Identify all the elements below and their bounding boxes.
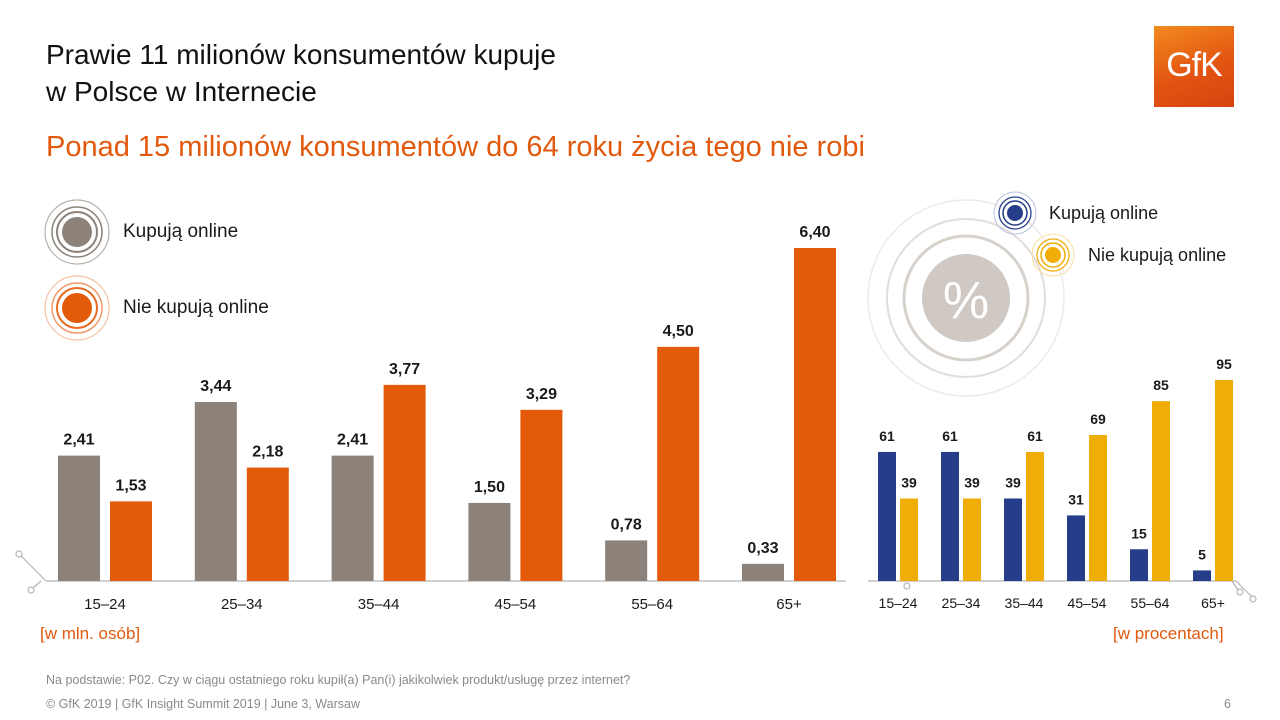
- value-label-online-5: 0,33: [747, 540, 778, 557]
- value-label-online-2: 2,41: [337, 432, 368, 449]
- title-line-2: w Polsce w Internecie: [46, 76, 317, 107]
- legend-online-icon: [44, 199, 110, 265]
- left-chart-baseline: [15, 550, 846, 594]
- legend-offline-right-icon: [1031, 233, 1075, 277]
- bar-offline-1: [963, 498, 981, 581]
- legend-online-right-icon: [993, 191, 1037, 235]
- bar-offline-5: [794, 248, 836, 581]
- value-label-online-3: 1,50: [474, 479, 505, 496]
- x-tick-label-1: 25–34: [221, 596, 263, 613]
- value-label-offline-5: 6,40: [799, 224, 830, 241]
- x-tick-label-4: 55–64: [631, 596, 673, 613]
- right-bar-chart: 61 39 15–24 61 39 25–34 39 61 35–44 31 69 45–54 15 85…: [878, 356, 1233, 611]
- x-tick-label-0: 15–24: [879, 595, 918, 611]
- value-label-offline-3: 3,29: [526, 386, 557, 403]
- percent-symbol: %: [943, 272, 989, 330]
- x-tick-label-2: 35–44: [1005, 595, 1044, 611]
- bar-offline-0: [110, 501, 152, 581]
- x-tick-label-5: 65+: [776, 596, 802, 613]
- value-label-online-1: 61: [942, 428, 958, 444]
- right-unit-label: [w procentach]: [1113, 624, 1224, 643]
- value-label-offline-2: 3,77: [389, 361, 420, 378]
- value-label-online-2: 39: [1005, 474, 1021, 490]
- value-label-online-1: 3,44: [200, 378, 231, 395]
- page-number: 6: [1224, 697, 1231, 711]
- gfk-logo-text: GfK: [1166, 46, 1223, 84]
- value-label-offline-5: 95: [1216, 356, 1232, 372]
- value-label-offline-0: 1,53: [115, 477, 146, 494]
- bar-offline-5: [1215, 380, 1233, 581]
- bar-online-4: [605, 540, 648, 581]
- slide-subtitle: Ponad 15 milionów konsumentów do 64 roku…: [46, 131, 865, 163]
- bar-offline-3: [520, 409, 563, 581]
- x-tick-label-5: 65+: [1201, 595, 1225, 611]
- bar-offline-1: [246, 467, 289, 581]
- value-label-offline-1: 2,18: [252, 444, 283, 461]
- legend-online-right-label: Kupują online: [1049, 203, 1159, 223]
- bar-offline-0: [900, 498, 918, 581]
- copyright: © GfK 2019 | GfK Insight Summit 2019 | J…: [46, 697, 360, 711]
- value-label-online-4: 15: [1131, 525, 1147, 541]
- x-tick-label-3: 45–54: [1068, 595, 1107, 611]
- value-label-offline-3: 69: [1090, 411, 1106, 427]
- value-label-offline-4: 4,50: [663, 323, 694, 340]
- right-chart-baseline: [868, 580, 1257, 603]
- value-label-offline-1: 39: [964, 474, 980, 490]
- x-tick-label-0: 15–24: [84, 596, 126, 613]
- title-line-1: Prawie 11 milionów konsumentów kupuje: [46, 39, 556, 70]
- legend-offline-icon: [44, 275, 110, 341]
- bar-offline-4: [657, 346, 700, 581]
- bar-online-2: [331, 455, 374, 581]
- bar-online-5: [1193, 570, 1211, 581]
- percent-circle-icon: %: [867, 199, 1065, 397]
- value-label-online-4: 0,78: [611, 516, 642, 533]
- bar-online-3: [1067, 515, 1085, 581]
- slide-title: Prawie 11 milionów konsumentów kupuje w …: [46, 36, 946, 110]
- bar-online-3: [468, 502, 511, 581]
- value-label-online-5: 5: [1198, 546, 1206, 562]
- value-label-online-3: 31: [1068, 491, 1084, 507]
- bar-online-1: [194, 402, 237, 581]
- value-label-offline-0: 39: [901, 474, 917, 490]
- x-tick-label-4: 55–64: [1131, 595, 1170, 611]
- gfk-logo: GfK: [1154, 26, 1234, 107]
- left-bar-chart: 2,41 1,53 15–24 3,44 2,18 25–34 2,41 3,77 35–44 1…: [58, 224, 836, 613]
- bar-online-0: [58, 455, 100, 581]
- bar-offline-2: [383, 384, 426, 581]
- legend-offline-right-label: Nie kupują online: [1088, 245, 1227, 265]
- bar-online-5: [742, 563, 784, 581]
- bar-online-4: [1130, 549, 1148, 581]
- legend-online-label: Kupują online: [123, 221, 239, 242]
- value-label-online-0: 61: [879, 428, 895, 444]
- bar-offline-4: [1152, 401, 1170, 581]
- bar-online-1: [941, 451, 959, 581]
- x-tick-label-2: 35–44: [358, 596, 400, 613]
- bar-offline-3: [1089, 435, 1107, 581]
- value-label-online-0: 2,41: [63, 432, 94, 449]
- legend-offline-label: Nie kupują online: [123, 297, 269, 318]
- value-label-offline-2: 61: [1027, 428, 1043, 444]
- bar-online-2: [1004, 498, 1022, 581]
- left-unit-label: [w mln. osób]: [40, 624, 141, 643]
- value-label-offline-4: 85: [1153, 377, 1169, 393]
- x-tick-label-1: 25–34: [942, 595, 981, 611]
- bar-offline-2: [1026, 451, 1044, 581]
- x-tick-label-3: 45–54: [495, 596, 537, 613]
- footnote: Na podstawie: P02. Czy w ciągu ostatnieg…: [46, 673, 631, 687]
- bar-online-0: [878, 451, 896, 581]
